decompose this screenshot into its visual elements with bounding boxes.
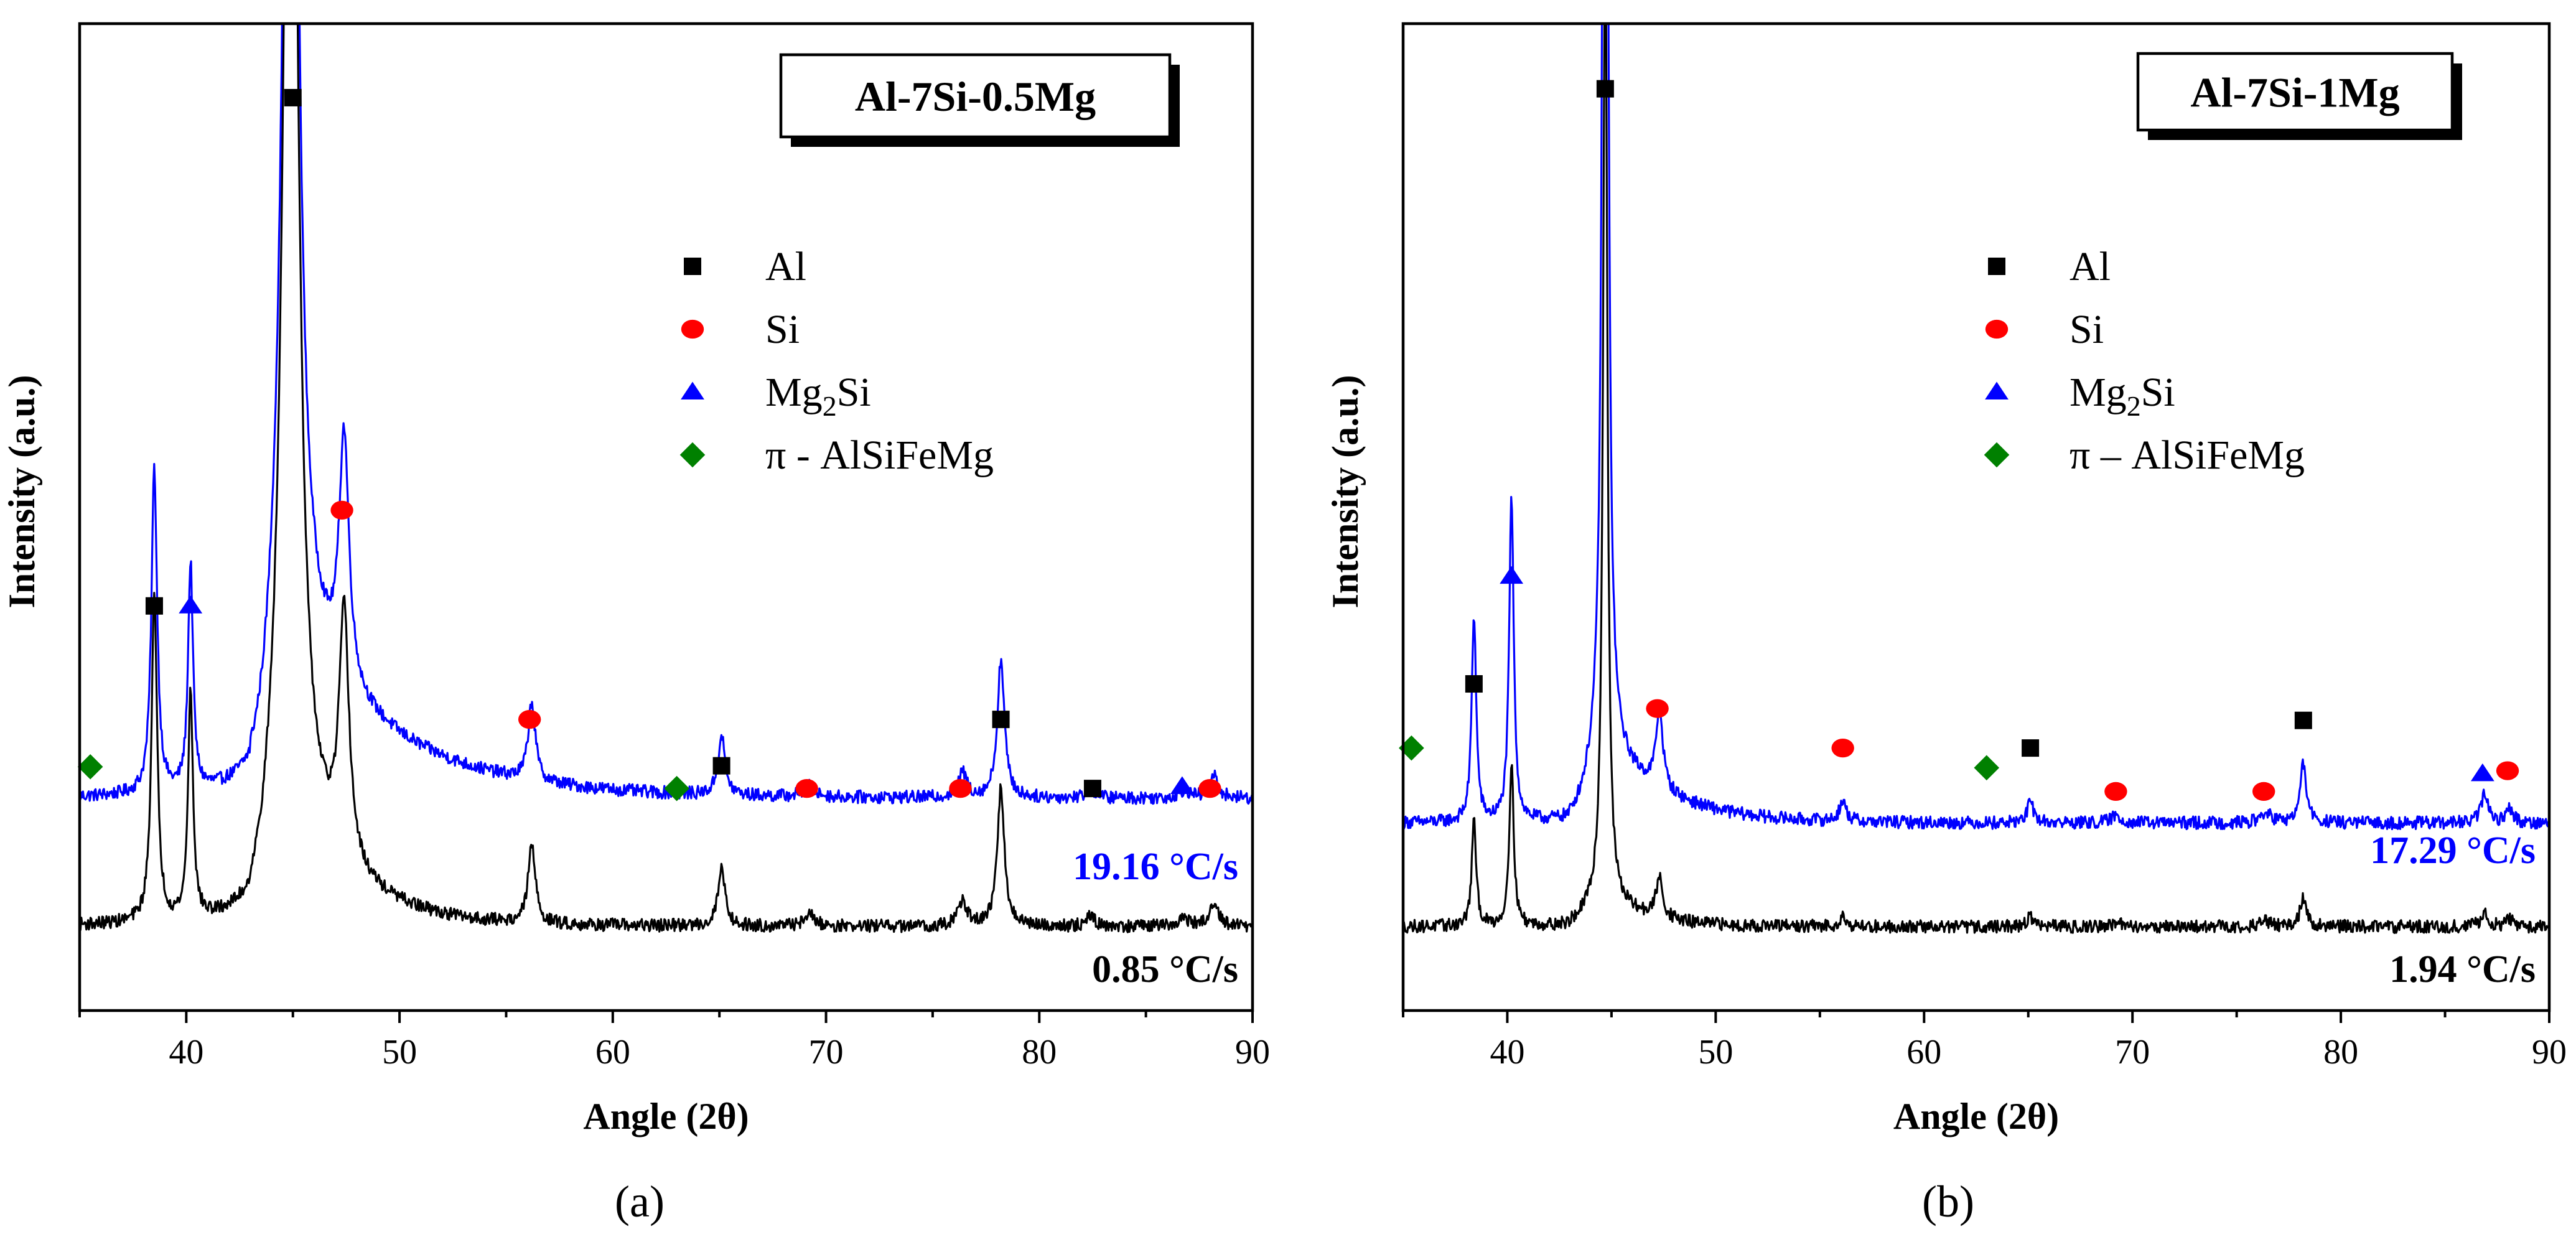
legend-label-sub: 2 [2127, 390, 2141, 422]
panel-caption: (a) [615, 1177, 665, 1226]
legend-label-rest: Si [837, 370, 871, 415]
peak-marker-circle [1646, 699, 1669, 718]
peak-marker-diamond [1399, 735, 1424, 761]
title-box [2136, 52, 2454, 132]
chart-title: Al-7Si-1Mg [2190, 69, 2399, 116]
peak-marker-square [284, 88, 302, 106]
legend-label: Al [2070, 244, 2111, 289]
peak-marker-square [1596, 80, 1614, 98]
title-box [779, 53, 1172, 139]
legend-marker-diamond [679, 442, 706, 468]
peak-marker-square [1083, 780, 1101, 798]
x-axis-ticks: 40 50 60 70 80 90 [1402, 1011, 2567, 1072]
x-tick-label: 50 [382, 1033, 417, 1072]
peak-marker-circle [1831, 739, 1854, 758]
legend-label: Mg2Si [765, 370, 871, 422]
legend-label-rest: Si [2141, 370, 2175, 415]
x-tick-label: 60 [1906, 1033, 1941, 1072]
chart-panel-b: 40 50 60 70 80 90 Angle (2θ) Intensity (a.u.) Al… [1325, 22, 2567, 1226]
legend-label: Mg2Si [2070, 370, 2175, 422]
x-axis-label: Angle (2θ) [1893, 1096, 2059, 1137]
series-group [1403, 24, 2549, 934]
x-tick-label: 50 [1698, 1033, 1733, 1072]
legend-marker-triangle [1985, 381, 2009, 399]
x-tick-label: 40 [1490, 1033, 1524, 1072]
peak-marker-diamond [77, 754, 103, 780]
series-line-black [80, 24, 1253, 933]
plot-frame [78, 22, 1254, 1012]
peak-marker-circle [330, 500, 353, 520]
series-line-blue [80, 24, 1253, 805]
peak-marker-square [145, 597, 163, 615]
peak-marker-triangle [2470, 763, 2494, 782]
x-tick-label: 70 [2115, 1033, 2150, 1072]
legend-marker-circle [1985, 319, 2009, 339]
x-axis-label: Angle (2θ) [583, 1096, 749, 1137]
legend-label: Al [765, 244, 806, 289]
peak-marker-diamond [1974, 755, 2000, 781]
panel-caption: (b) [1922, 1177, 1974, 1226]
legend-marker-diamond [1984, 442, 2010, 468]
peak-marker-circle [2104, 782, 2127, 801]
peak-marker-circle [2252, 782, 2275, 801]
series-line-blue [1403, 24, 2549, 831]
chart-panel-a: 40 50 60 70 80 90 Angle (2θ) Intensity (a.u.) Al… [1, 22, 1270, 1226]
series-label: 17.29 °C/s [2370, 829, 2536, 872]
peak-marker-circle [949, 779, 972, 798]
peak-marker-square [1465, 675, 1483, 693]
legend-marker-triangle [681, 381, 704, 399]
series-line-black [1403, 24, 2549, 934]
peak-marker-triangle [1170, 776, 1194, 794]
legend-label: π – AlSiFeMg [2070, 432, 2305, 478]
legend-label: Si [2070, 307, 2104, 352]
peak-marker-triangle [1500, 566, 1524, 584]
x-tick-label: 80 [1022, 1033, 1057, 1072]
peak-marker-circle [2496, 761, 2519, 780]
peak-marker-square [2022, 739, 2040, 757]
peak-marker-circle [1198, 779, 1221, 798]
legend-label-main: Mg [765, 370, 823, 415]
legend-marker-square [684, 258, 701, 275]
peak-marker-square [2294, 711, 2312, 729]
series-group [80, 24, 1253, 933]
x-tick-label: 90 [2532, 1033, 2567, 1072]
series-label: 1.94 °C/s [2389, 948, 2536, 991]
peak-marker-circle [518, 710, 541, 729]
peak-marker-circle [795, 779, 818, 798]
x-tick-label: 40 [169, 1033, 203, 1072]
x-tick-label: 90 [1235, 1033, 1270, 1072]
plot-frame [1401, 22, 2551, 1012]
peak-marker-diamond [664, 775, 689, 801]
peak-marker-triangle [179, 595, 203, 614]
y-axis-label: Intensity (a.u.) [1325, 375, 1366, 608]
series-label: 0.85 °C/s [1092, 948, 1238, 991]
chart-title: Al-7Si-0.5Mg [855, 73, 1096, 120]
peak-marker-square [992, 711, 1010, 729]
legend-label: Si [765, 307, 800, 352]
series-label: 19.16 °C/s [1073, 846, 1238, 888]
x-axis-ticks: 40 50 60 70 80 90 [78, 1011, 1270, 1072]
x-tick-label: 80 [2323, 1033, 2358, 1072]
legend-marker-square [1988, 258, 2005, 275]
legend-marker-circle [681, 319, 704, 339]
x-tick-label: 60 [595, 1033, 630, 1072]
x-tick-label: 70 [809, 1033, 844, 1072]
peak-markers [1399, 80, 2519, 801]
legend-label-sub: 2 [823, 390, 837, 422]
y-axis-label: Intensity (a.u.) [1, 375, 42, 608]
legend-label-main: Mg [2070, 370, 2127, 415]
legend-label: π - AlSiFeMg [765, 432, 994, 478]
peak-markers [77, 88, 1221, 801]
peak-marker-square [712, 757, 730, 775]
